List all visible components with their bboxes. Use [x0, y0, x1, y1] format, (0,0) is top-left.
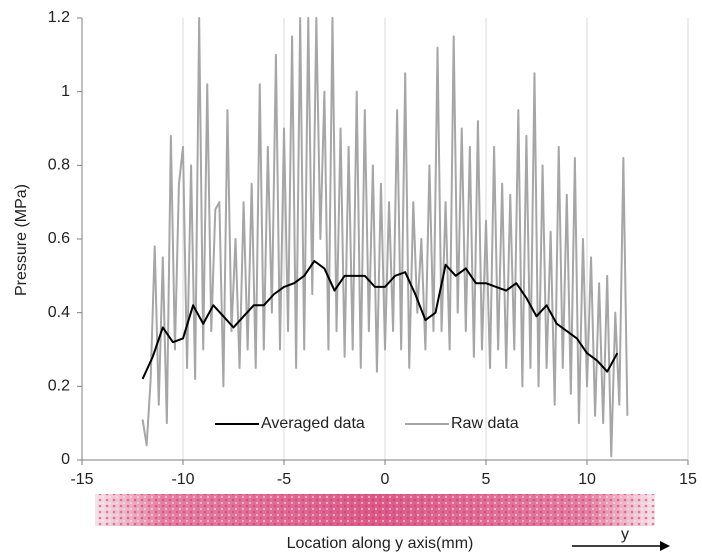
x-tick-label: 0	[381, 471, 390, 488]
ticks: -15 -10 -5 0 5 10 15 0 0.2 0.4 0.6 0.8 1 1.2	[48, 9, 697, 488]
series-line	[141, 17, 629, 458]
y-tick-label: 0	[61, 451, 70, 468]
specimen-texture	[95, 494, 655, 526]
legend-label: Raw data	[451, 415, 519, 432]
x-tick-label: 15	[679, 471, 697, 488]
y-tick-label: 1.2	[48, 9, 70, 26]
x-tick-label: -10	[171, 471, 194, 488]
y-tick-label: 0.2	[48, 378, 70, 395]
x-tick-label: -5	[277, 471, 291, 488]
legend-label: Averaged data	[261, 415, 365, 432]
plot-area	[141, 17, 629, 458]
y-tick-label: 0.4	[48, 304, 70, 321]
x-tick-label: 10	[578, 471, 596, 488]
y-tick-label: 1	[61, 83, 70, 100]
x-tick-label: -15	[70, 471, 93, 488]
y-tick-label: 0.6	[48, 230, 70, 247]
y-tick-label: 0.8	[48, 157, 70, 174]
legend: Averaged data Raw data	[215, 415, 519, 432]
arrow-head	[660, 541, 670, 551]
series-line	[141, 260, 619, 380]
y-axis-label: Pressure (MPa)	[13, 184, 30, 296]
x-axis-label: Location along y axis(mm)	[287, 535, 474, 552]
direction-label: y	[621, 526, 629, 543]
x-tick-label: 5	[482, 471, 491, 488]
